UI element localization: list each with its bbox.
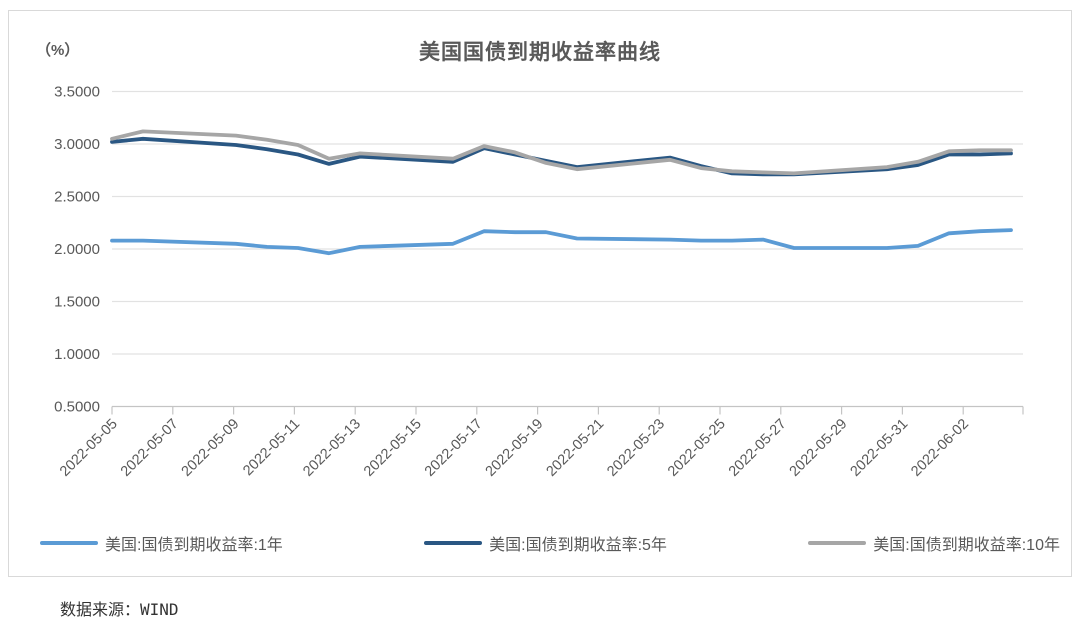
series-line-1 — [110, 136, 1013, 177]
x-tick-label: 2022-05-11 — [240, 416, 303, 479]
x-tick-label: 2022-06-02 — [908, 416, 972, 480]
x-tick-label: 2022-05-31 — [847, 416, 911, 480]
legend-label: 美国:国债到期收益率:10年 — [873, 537, 1060, 554]
axis-ticks — [111, 406, 1024, 415]
y-tick-label: 1.0000 — [54, 346, 100, 363]
chart-frame — [8, 10, 1072, 577]
series-lines — [110, 129, 1013, 256]
legend-item-1: 美国:国债到期收益率:5年 — [424, 531, 667, 555]
legend-item-0: 美国:国债到期收益率:1年 — [40, 531, 283, 555]
x-tick-label: 2022-05-21 — [543, 416, 607, 480]
data-source-note: 数据来源：WIND — [60, 600, 179, 619]
x-tick-label: 2022-05-05 — [57, 416, 121, 480]
x-tick-label: 2022-05-09 — [179, 416, 243, 480]
x-tick-label: 2022-05-23 — [604, 416, 668, 480]
x-tick-label: 2022-05-29 — [787, 416, 851, 480]
legend-label: 美国:国债到期收益率:1年 — [105, 537, 283, 554]
legend-line-swatch — [424, 541, 483, 545]
y-axis-unit-label: （%） — [36, 42, 80, 59]
x-tick-label: 2022-05-27 — [726, 416, 790, 480]
y-axis-tick-labels: 3.5000 3.0000 2.5000 2.0000 1.5000 1.0000 0.50… — [54, 84, 100, 416]
series-line-2 — [110, 129, 1013, 176]
y-tick-label: 1.5000 — [54, 294, 100, 311]
x-axis-tick-labels: 2022-05-052022-05-072022-05-092022-05-11… — [57, 416, 972, 480]
y-tick-label: 2.0000 — [54, 241, 100, 258]
legend-line-swatch — [808, 541, 867, 545]
y-tick-label: 3.0000 — [54, 136, 100, 153]
y-tick-label: 0.5000 — [54, 399, 100, 416]
x-tick-label: 2022-05-19 — [483, 416, 547, 480]
chart-legend: 美国:国债到期收益率:1年 美国:国债到期收益率:5年 美国:国债到期收益率:10年 — [40, 531, 1060, 555]
chart-title: 美国国债到期收益率曲线 — [419, 41, 661, 64]
x-tick-label: 2022-05-07 — [118, 416, 182, 480]
legend-item-2: 美国:国债到期收益率:10年 — [808, 531, 1060, 555]
x-tick-label: 2022-05-15 — [361, 416, 425, 480]
legend-line-swatch — [40, 541, 98, 545]
x-tick-label: 2022-05-13 — [300, 416, 364, 480]
x-tick-label: 2022-05-17 — [422, 416, 486, 480]
x-tick-label: 2022-05-25 — [665, 416, 729, 480]
series-line-0 — [110, 228, 1013, 256]
y-tick-label: 2.5000 — [54, 189, 100, 206]
y-tick-label: 3.5000 — [54, 84, 100, 101]
legend-label: 美国:国债到期收益率:5年 — [489, 537, 667, 554]
gridlines — [112, 90, 1023, 408]
